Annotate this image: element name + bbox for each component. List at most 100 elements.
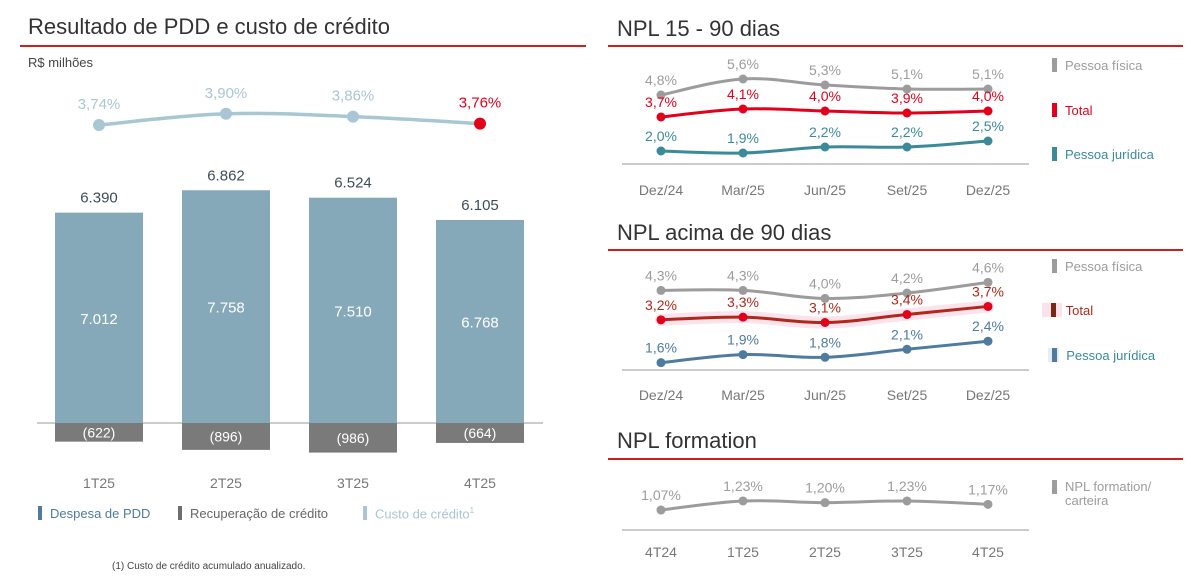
npl90-series-0-label-0: 4,3% bbox=[645, 267, 677, 283]
npl90-series-1-label-2: 3,1% bbox=[809, 300, 841, 316]
npl90-series-2-point-0 bbox=[656, 358, 666, 368]
npl1590-series-0-label-0: 4,8% bbox=[645, 72, 677, 88]
formation-legend-label-2: carteira bbox=[1065, 493, 1109, 508]
npl90-legend-pf-swatch bbox=[1052, 259, 1057, 273]
npl1590-x-tick-3: Set/25 bbox=[887, 182, 928, 198]
npl1590-series-2-label-3: 2,2% bbox=[891, 124, 923, 140]
bar-total-label-4T25: 6.105 bbox=[461, 197, 499, 214]
npl90-x-tick-2: Jun/25 bbox=[804, 387, 846, 403]
bar-despesa-1T25 bbox=[55, 212, 143, 423]
formation-x-tick-4: 4T25 bbox=[972, 544, 1004, 560]
npl90-legend-pj: Pessoa jurídica bbox=[1048, 348, 1155, 363]
npl1590-series-2-point-4 bbox=[983, 136, 993, 146]
npl1590-series-1-label-2: 4,0% bbox=[809, 88, 841, 104]
npl1590-legend-pf: Pessoa física bbox=[1052, 58, 1142, 73]
custo-credito-label-2T25: 3,90% bbox=[205, 85, 248, 102]
x-tick-4T25: 4T25 bbox=[464, 475, 496, 491]
formation-x-tick-1: 1T25 bbox=[727, 544, 759, 560]
npl1590-series-0-point-2 bbox=[820, 80, 830, 90]
npl90-series-1-point-3 bbox=[902, 309, 912, 319]
pdd-bar-chart: 7.012 (622) 6.390 1T25 7.758 (896) 6.862 2T25 7.… bbox=[37, 85, 543, 491]
npl1590-series-0-point-4 bbox=[983, 84, 993, 94]
x-tick-3T25: 3T25 bbox=[337, 475, 369, 491]
formation-series-0-point-0 bbox=[656, 505, 666, 515]
formation-series-0-point-3 bbox=[902, 496, 912, 506]
npl90-legend-pf-label: Pessoa física bbox=[1065, 259, 1143, 274]
npl1590-series-0-label-4: 5,1% bbox=[972, 66, 1004, 82]
npl1590-series-2-label-1: 1,9% bbox=[727, 130, 759, 146]
npl90-series-0-point-0 bbox=[656, 285, 666, 295]
left-chart-title: Resultado de PDD e custo de crédito bbox=[28, 14, 390, 39]
npl1590-series-0-point-1 bbox=[738, 74, 748, 84]
formation-x-tick-2: 2T25 bbox=[809, 544, 841, 560]
npl90-legend-total: Total bbox=[1042, 303, 1093, 318]
npl90-series-2-point-4 bbox=[983, 336, 993, 346]
npl90-series-1-label-1: 3,3% bbox=[727, 294, 759, 310]
npl1590-series-1-point-3 bbox=[902, 108, 912, 118]
formation-title: NPL formation bbox=[617, 428, 757, 453]
legend-despesa: Despesa de PDD bbox=[38, 506, 150, 521]
npl1590-x-tick-2: Jun/25 bbox=[804, 182, 846, 198]
legend-custo-label: Custo de crédito bbox=[375, 506, 470, 522]
npl90-series-0-label-3: 4,2% bbox=[891, 270, 923, 286]
bar-recuperacao-label-4T25: (664) bbox=[464, 425, 497, 441]
npl90-series-0-point-4 bbox=[983, 277, 993, 287]
formation-legend-label-1: NPL formation/ bbox=[1065, 479, 1152, 494]
npl90-series-1-point-2 bbox=[820, 318, 830, 327]
npl90-series-2-label-4: 2,4% bbox=[972, 318, 1004, 334]
custo-credito-point-1T25 bbox=[93, 119, 105, 131]
formation-series-0-label-3: 1,23% bbox=[887, 478, 927, 494]
formation-series-0-label-0: 1,07% bbox=[641, 487, 681, 503]
bar-total-label-3T25: 6.524 bbox=[334, 175, 372, 192]
custo-credito-point-2T25 bbox=[220, 107, 232, 120]
npl90-series-2-point-3 bbox=[902, 344, 912, 354]
legend-custo-sup: 1 bbox=[469, 506, 475, 515]
npl1590-series-1-point-1 bbox=[738, 104, 748, 114]
npl90-series-0-label-4: 4,6% bbox=[972, 259, 1004, 275]
npl90-series-0-label-1: 4,3% bbox=[727, 267, 759, 283]
npl1590-legend-total-label: Total bbox=[1065, 103, 1093, 118]
npl1590-series-2-label-2: 2,2% bbox=[809, 124, 841, 140]
formation-series-0-label-2: 1,20% bbox=[805, 480, 845, 496]
bar-despesa-2T25 bbox=[182, 190, 270, 423]
formation-legend: NPL formation/carteira bbox=[1052, 480, 1151, 508]
npl90-rule bbox=[608, 249, 1183, 251]
npl90-series-1-point-0 bbox=[656, 315, 666, 325]
npl1590-x-tick-4: Dez/25 bbox=[966, 182, 1011, 198]
bar-despesa-label-4T25: 6.768 bbox=[461, 314, 499, 331]
npl1590-series-1-point-0 bbox=[656, 112, 666, 122]
npl1590-legend-pj: Pessoa jurídica bbox=[1052, 147, 1154, 162]
custo-credito-label-1T25: 3,74% bbox=[78, 96, 121, 113]
bar-recuperacao-label-2T25: (896) bbox=[210, 428, 243, 444]
legend-recuperacao: Recuperação de crédito bbox=[178, 506, 328, 521]
npl90-series-1-label-0: 3,2% bbox=[645, 297, 677, 313]
npl1590-series-1-label-0: 3,7% bbox=[645, 94, 677, 110]
formation-series-0-point-4 bbox=[983, 499, 993, 509]
npl1590-series-1-label-1: 4,1% bbox=[727, 86, 759, 102]
npl90-series-2-label-0: 1,6% bbox=[645, 340, 677, 356]
formation-series-0-point-2 bbox=[820, 498, 830, 508]
npl1590-series-2-point-0 bbox=[656, 146, 666, 156]
legend-custo: Custo de crédito1 bbox=[363, 506, 474, 521]
npl90-x-tick-3: Set/25 bbox=[887, 387, 928, 403]
npl90-series-1-label-3: 3,4% bbox=[891, 291, 923, 307]
npl1590-series-0-label-1: 5,6% bbox=[727, 56, 759, 72]
legend-recuperacao-swatch bbox=[178, 506, 182, 520]
footnote: (1) Custo de crédito acumulado anualizad… bbox=[112, 561, 306, 572]
bar-despesa-3T25 bbox=[309, 197, 397, 423]
npl90-series-0-point-1 bbox=[738, 285, 748, 295]
bar-recuperacao-2T25 bbox=[182, 423, 270, 450]
npl1590-series-2-label-4: 2,5% bbox=[972, 118, 1004, 134]
bar-despesa-4T25 bbox=[436, 219, 524, 423]
bar-total-label-1T25: 6.390 bbox=[80, 190, 118, 207]
formation-x-tick-0: 4T24 bbox=[645, 544, 677, 560]
npl90-series-0-point-2 bbox=[820, 293, 830, 303]
formation-series-0-label-4: 1,17% bbox=[968, 481, 1008, 497]
bar-recuperacao-1T25 bbox=[55, 423, 143, 442]
npl90-series-2-point-2 bbox=[820, 352, 830, 362]
bar-recuperacao-label-1T25: (622) bbox=[83, 424, 116, 440]
custo-credito-line bbox=[98, 111, 481, 127]
npl90-series-1-point-4 bbox=[983, 301, 993, 311]
formation-x-tick-3: 3T25 bbox=[891, 544, 923, 560]
formation-rule bbox=[608, 458, 1183, 460]
